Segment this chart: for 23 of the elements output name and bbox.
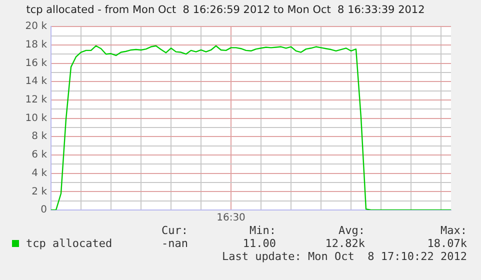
y-tick-label: 12 k bbox=[25, 94, 48, 106]
legend-label: tcp allocated bbox=[26, 237, 112, 250]
text: Max: bbox=[440, 224, 467, 237]
y-tick-label: 2 k bbox=[32, 186, 48, 198]
y-tick-label: 16 k bbox=[25, 58, 48, 69]
y-tick-label: 10 k bbox=[25, 112, 48, 124]
text: Cur: bbox=[162, 224, 188, 237]
text: 11.00 bbox=[242, 237, 276, 250]
text: -nan bbox=[162, 237, 188, 250]
y-tick-label: 8 k bbox=[32, 131, 48, 142]
y-tick-label: 6 k bbox=[32, 150, 48, 161]
text: 18.07k bbox=[427, 237, 467, 250]
text: Min: bbox=[250, 224, 276, 237]
y-tick-label: 18 k bbox=[25, 40, 48, 51]
y-tick-label: 4 k bbox=[32, 168, 48, 179]
y-tick-label: 20 k bbox=[25, 21, 48, 32]
y-tick-label: 0 bbox=[40, 204, 47, 216]
text: Last update: Mon Oct 8 17:10:22 2012 bbox=[222, 250, 467, 263]
chart-title: tcp allocated - from Mon Oct 8 16:26:59 2012 to Mon Oct 8 16:33:39 2012 bbox=[26, 4, 425, 16]
text: 12.82k bbox=[325, 237, 365, 250]
text: Avg: bbox=[338, 224, 365, 237]
y-tick-label: 14 k bbox=[25, 76, 48, 88]
x-tick-label: 16:30 bbox=[216, 212, 246, 224]
